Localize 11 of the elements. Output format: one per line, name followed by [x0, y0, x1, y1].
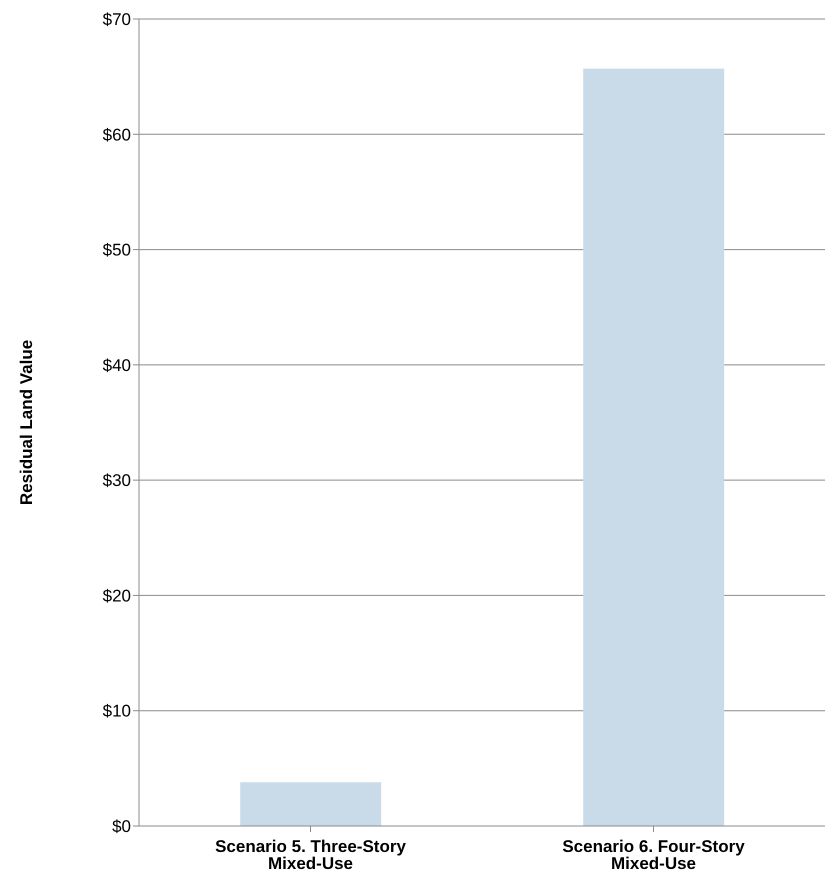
y-tick-label: $40 — [102, 356, 131, 375]
y-tick-label: $70 — [102, 10, 131, 30]
y-tick-label: $20 — [102, 586, 131, 606]
y-axis-title: Residual Land Value — [17, 340, 36, 506]
y-tick-label: $10 — [102, 702, 131, 721]
y-tick-label: $0 — [112, 817, 131, 836]
y-tick-label: $30 — [102, 471, 131, 490]
y-tick-label: $50 — [102, 240, 131, 260]
y-tick-label: $60 — [102, 125, 131, 144]
x-tick-label: Scenario 6. Four-Story Mixed-Use — [562, 837, 746, 874]
x-tick-label: Scenario 5. Three-Story Mixed-Use — [215, 837, 406, 874]
